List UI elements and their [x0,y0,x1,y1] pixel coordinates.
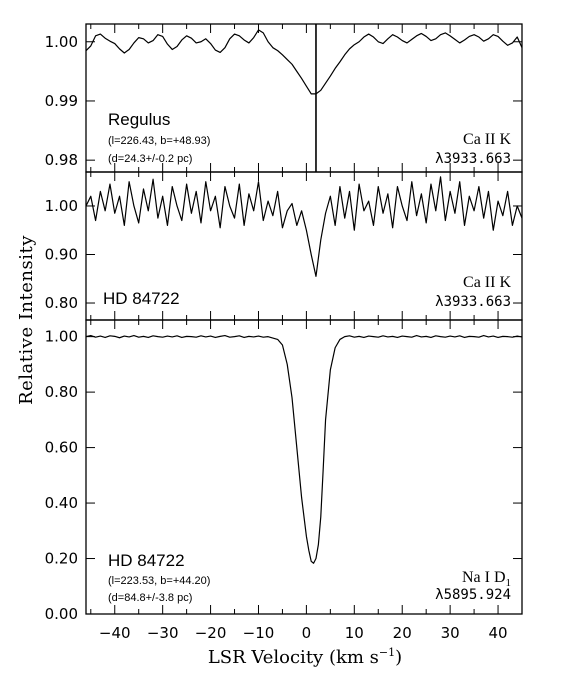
y-axis-label: Relative Intensity [16,235,37,405]
x-tick-label: −30 [147,624,179,642]
panel-2-frame [85,319,523,615]
x-axis-label-close: ) [395,647,402,668]
panel-hd84722-nai: 0.00 0.20 0.40 0.60 0.80 1.00 HD 84722 (l=223… [45,319,523,623]
x-tick-label: −10 [243,624,275,642]
panel-2-coordinates: (l=223.53, b=+44.20) [108,575,210,587]
panel-0-plot: 0.98 0.99 1.00 [45,23,523,173]
panel-0-spectrum-line [85,29,523,95]
panel-2-line-sub: 1 [506,577,512,589]
panel-1-ytick-label: 0.90 [45,245,78,263]
panel-regulus-caiik: 0.98 0.99 1.00 Regulus (l=226.43, b=+48.93… [45,23,523,173]
panel-0-line-label: Ca II K [463,131,511,148]
panel-0-wavelength: λ3933.663 [435,151,511,167]
panel-hd84722-caiik: 0.80 0.90 1.00 HD 84722 Ca II K λ3933.663 [45,171,523,321]
panel-0-ytick-label: 1.00 [45,33,78,51]
panel-2-distance: (d=84.8+/-3.8 pc) [108,592,192,604]
panel-1-ytick-label: 1.00 [45,197,78,215]
x-tick-label: 10 [345,624,364,642]
panel-1-line-text: Ca II K [463,274,511,291]
panel-1-ytick-label: 0.80 [45,294,78,312]
x-tick-label: 40 [488,624,507,642]
panel-2-ytick-label: 0.20 [45,550,78,568]
panel-2-star-name: HD 84722 [108,551,185,570]
panel-0-frame [85,23,523,173]
panel-0-star-name: Regulus [108,110,170,129]
x-tick-label: −20 [195,624,227,642]
panel-2-ytick-label: 1.00 [45,328,78,346]
panel-1-plot: 0.80 0.90 1.00 [45,171,523,321]
panel-2-ytick-label: 0.00 [45,605,78,623]
panel-0-coordinates: (l=226.43, b=+48.93) [108,135,210,147]
panel-2-plot: 0.00 0.20 0.40 0.60 0.80 1.00 [45,319,523,623]
panel-0-distance: (d=24.3+/-0.2 pc) [108,153,192,165]
x-axis-label-sup: −1 [379,646,395,659]
panel-2-ytick-label: 0.60 [45,439,78,457]
panel-0-ytick-label: 0.98 [45,151,78,169]
panel-2-ytick-label: 0.80 [45,383,78,401]
panel-2-ytick-label: 0.40 [45,494,78,512]
panel-2-spectrum-line [85,334,523,564]
panel-0-line-text: Ca II K [463,131,511,148]
panel-1-wavelength: λ3933.663 [435,294,511,310]
x-axis-label-main: LSR Velocity (km s [208,647,379,668]
panel-2-line-text: Na I D [462,569,506,586]
x-tick-label: 0 [302,624,312,642]
panel-2-wavelength: λ5895.924 [435,587,511,603]
x-tick-label: −40 [99,624,131,642]
x-tick-labels: −40 −30 −20 −10 0 10 20 30 40 [99,624,508,642]
x-axis-label: LSR Velocity (km s−1) [208,646,402,668]
x-tick-label: 20 [393,624,412,642]
panel-2-line-label: Na I D1 [462,569,511,589]
panel-1-spectrum-line [85,176,523,277]
panel-0-ytick-label: 0.99 [45,92,78,110]
panel-1-star-name: HD 84722 [103,289,180,308]
x-tick-label: 30 [441,624,460,642]
panel-1-line-label: Ca II K [463,274,511,291]
